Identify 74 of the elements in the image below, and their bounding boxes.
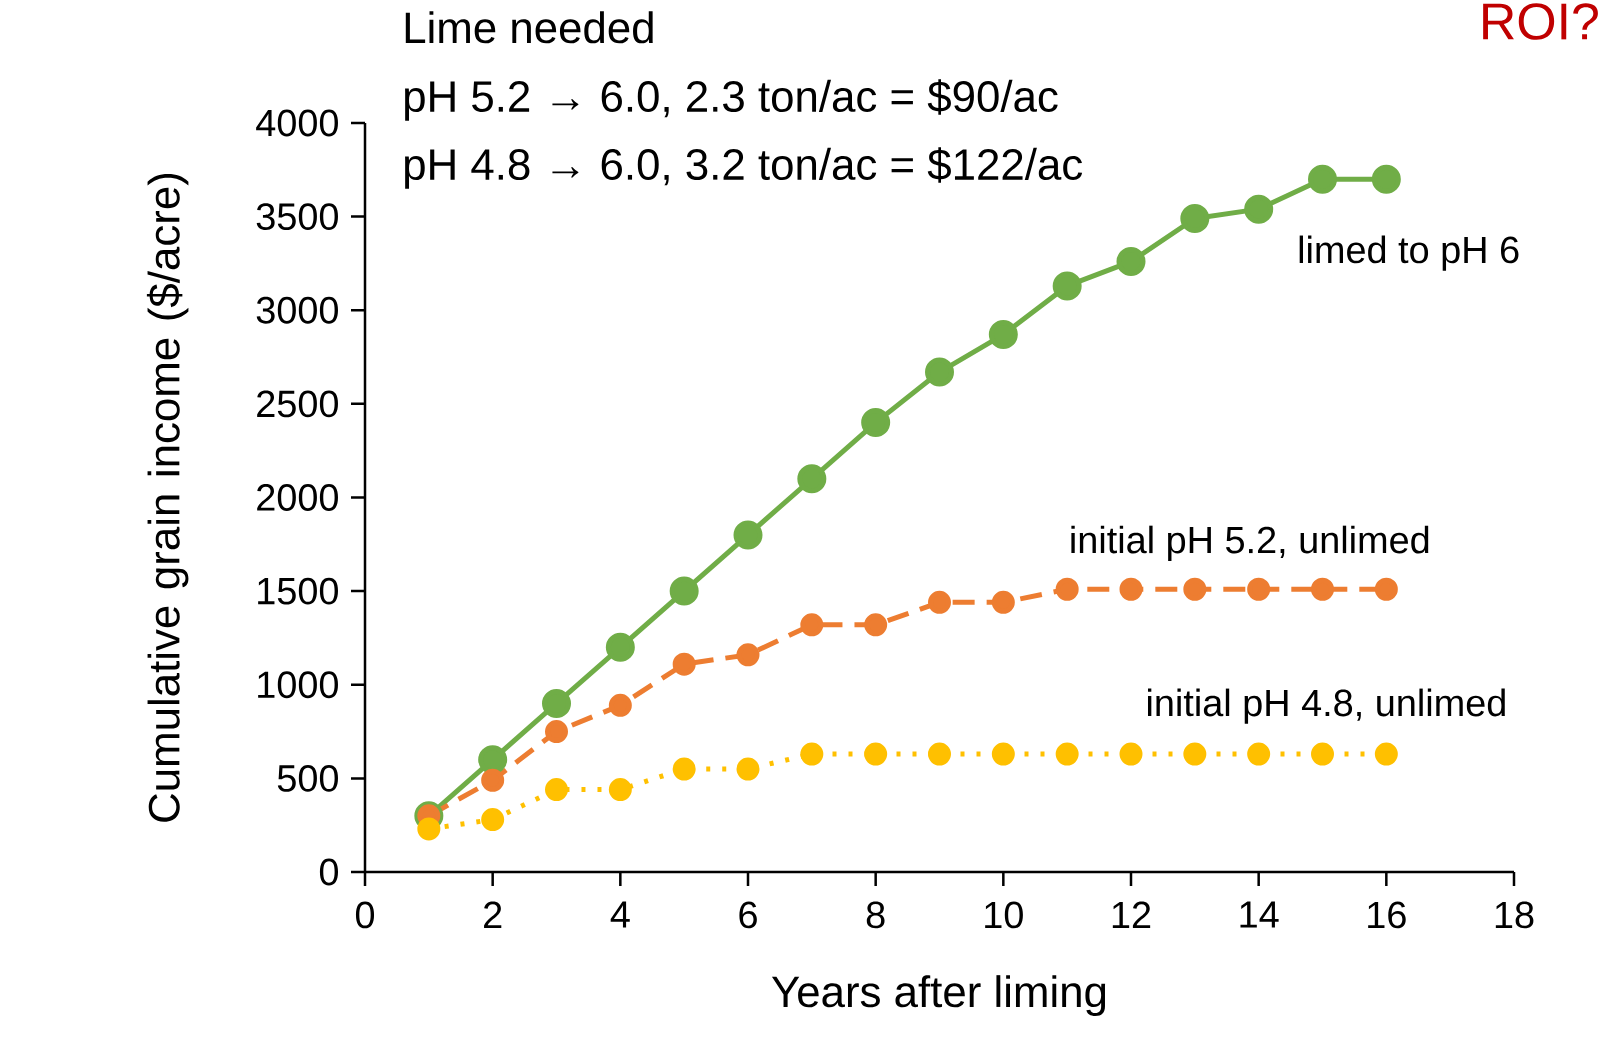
point bbox=[733, 520, 763, 550]
point bbox=[988, 320, 1018, 350]
y-tick-label: 1000 bbox=[258, 671, 338, 699]
series-label: initial pH 4.8, unlimed bbox=[1148, 688, 1505, 724]
annotation: pH 4.8 → 6.0, 3.2 ton/ac = $122/ac bbox=[405, 147, 1083, 189]
point bbox=[481, 768, 505, 792]
y-tick-label: 2500 bbox=[257, 390, 338, 418]
point bbox=[1119, 742, 1143, 766]
y-tick-label: 500 bbox=[277, 764, 338, 792]
point bbox=[1055, 742, 1079, 766]
point bbox=[925, 357, 954, 387]
point bbox=[1374, 577, 1398, 601]
x-tick-label: 0 bbox=[355, 901, 375, 929]
point bbox=[542, 688, 571, 718]
point bbox=[800, 613, 824, 637]
point bbox=[1308, 164, 1337, 194]
y-tick-label: 2000 bbox=[257, 484, 338, 511]
y-tick-label: 3000 bbox=[256, 296, 338, 324]
point bbox=[1052, 271, 1082, 301]
point bbox=[481, 808, 505, 832]
x-tick-label: 14 bbox=[1240, 901, 1279, 928]
point bbox=[1244, 194, 1274, 224]
point bbox=[672, 757, 696, 781]
y-tick-label: 0 bbox=[319, 858, 338, 886]
text: pH 5.2 → 6.0, 2.3 ton/ac = $90/ac bbox=[405, 79, 1058, 121]
point bbox=[991, 590, 1015, 614]
y-tick-label: 3500 bbox=[256, 203, 338, 231]
text: Lime needed bbox=[405, 11, 653, 44]
x-tick-label: 8 bbox=[866, 901, 885, 929]
point bbox=[1371, 164, 1401, 194]
point bbox=[545, 778, 568, 802]
point bbox=[797, 464, 827, 494]
point bbox=[864, 742, 888, 766]
point bbox=[669, 576, 699, 606]
series-label: initial pH 5.2, unlimed bbox=[1071, 525, 1429, 561]
x-tick-label: 10 bbox=[985, 901, 1023, 929]
point bbox=[608, 778, 632, 802]
x-tick-label: 2 bbox=[484, 901, 502, 928]
point bbox=[545, 720, 568, 744]
x-axis-title: Years after liming bbox=[771, 975, 1106, 1017]
point bbox=[864, 613, 888, 637]
point bbox=[1119, 577, 1143, 601]
x-tick-label: 16 bbox=[1368, 901, 1406, 929]
point bbox=[861, 408, 891, 438]
point bbox=[1116, 247, 1146, 277]
point bbox=[1247, 742, 1271, 766]
point bbox=[1374, 742, 1398, 766]
y-axis-title: Cumulative grain income ($/acre) bbox=[146, 173, 189, 822]
x-tick-label: 4 bbox=[610, 901, 630, 928]
y-tick-label: 4000 bbox=[256, 109, 338, 137]
point bbox=[1183, 742, 1207, 766]
point bbox=[736, 757, 760, 781]
point bbox=[1247, 577, 1271, 601]
point bbox=[991, 742, 1015, 766]
point bbox=[1311, 742, 1334, 766]
y-tick-label: 1500 bbox=[258, 577, 338, 605]
point bbox=[800, 742, 824, 766]
point bbox=[1055, 577, 1079, 601]
point bbox=[928, 590, 951, 614]
point bbox=[417, 817, 441, 841]
x-tick-label: 6 bbox=[739, 901, 757, 929]
point bbox=[1180, 203, 1210, 233]
point bbox=[928, 742, 951, 766]
legend-label: limed to pH 6 bbox=[1299, 235, 1519, 271]
text: ROI? bbox=[1483, 3, 1598, 40]
point bbox=[736, 643, 760, 667]
x-tick-label: 18 bbox=[1495, 901, 1534, 929]
point bbox=[608, 693, 632, 717]
point bbox=[1183, 577, 1207, 601]
point bbox=[1311, 577, 1334, 601]
point bbox=[672, 652, 696, 676]
point bbox=[605, 632, 635, 662]
x-tick-label: 12 bbox=[1112, 901, 1151, 928]
point bbox=[478, 745, 508, 775]
